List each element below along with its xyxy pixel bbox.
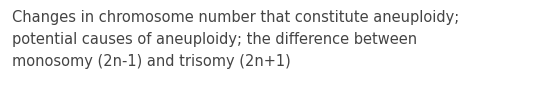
Text: potential causes of aneuploidy; the difference between: potential causes of aneuploidy; the diff… xyxy=(12,32,417,47)
Text: monosomy (2n-1) and trisomy (2n+1): monosomy (2n-1) and trisomy (2n+1) xyxy=(12,54,291,69)
Text: Changes in chromosome number that constitute aneuploidy;: Changes in chromosome number that consti… xyxy=(12,10,459,25)
